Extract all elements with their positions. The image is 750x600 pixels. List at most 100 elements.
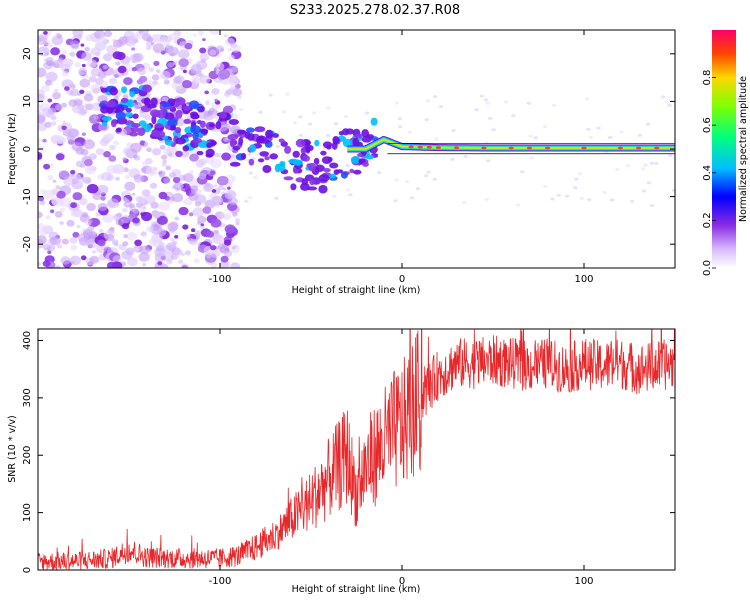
spectrogram-blob [142,263,147,267]
spectrogram-blob [183,173,194,182]
spectrogram-ridge-blob [259,151,270,157]
spectrogram-blob [69,255,82,266]
spectrogram-ridge-blob [262,165,272,173]
spectrogram-blob [75,160,84,168]
spectrogram-blob [202,38,206,42]
spectrogram-blob [208,107,215,113]
spectrogram-blob [44,121,52,128]
spectrogram-blob [55,103,64,111]
spectrogram-ridge-blob [175,97,186,106]
spectrogram-blob [223,80,228,84]
spectrogram-blob [38,227,49,236]
spectrogram-ridge-blob [342,138,353,148]
spectrogram-ridge-blob [151,111,161,118]
spectrogram-blob [168,152,173,157]
spectrogram-blob [55,185,61,190]
spectrogram-ridge-blob [327,156,333,163]
spectrogram-blob [187,238,195,244]
spectrogram-blob [643,163,648,167]
spectrogram-ridge-blob [100,105,109,114]
spectrogram-blob [484,198,489,201]
spectrogram-blob [231,246,237,250]
spectrogram-blob [311,111,317,115]
spectrogram-ridge-blob [142,84,152,93]
spectrogram-ridge-blob [229,138,236,148]
spectrogram-ridge-blob [370,117,378,126]
spectrogram-ridge-blob [313,157,320,165]
spectrogram-blob [216,152,223,158]
spectrogram-blob [158,242,166,248]
x-tick-label: 100 [574,274,593,285]
spectrogram-blob [69,236,78,244]
spectrogram-ridge-blob [237,129,246,135]
spectrogram-blob [124,174,130,179]
spectrogram-blob [434,137,439,141]
spectrogram-blob [126,35,138,44]
spectrogram-blob [90,83,102,94]
spectrogram-ridge-blob [254,127,266,133]
spectrogram-blob [72,192,83,201]
spectrogram-blob [113,140,119,146]
spectrogram-blob [125,247,135,256]
spectrogram-blob [228,197,238,205]
spectrogram-blob [125,43,130,47]
tone-hotspot [508,146,514,150]
spectrogram-blob [86,183,99,194]
spectrogram-blob [393,199,398,203]
spectrogram-blob [596,126,601,130]
spectrogram-blob [102,213,114,223]
snr-panel: -100 0 100 0 100 200 300 400 Height of straigh… [7,328,676,595]
spectrogram-blob [86,203,96,211]
spectrogram-blob [227,190,237,199]
spectrogram-ridge-blob [143,97,151,107]
spectrogram-blob [193,258,200,264]
spectrogram-blob [50,163,55,167]
spectrogram-blob [212,234,225,244]
spectrogram-blob [47,107,57,115]
spectrogram-blob [239,107,244,111]
spectrogram-blob [637,133,642,137]
spectrogram-blob [227,186,231,190]
spectrogram-blob [50,47,60,56]
spectrogram-blob [134,239,143,247]
spectrogram-blob [123,234,128,239]
spectrogram-blob [138,30,149,36]
spectrogram-blob [234,218,241,223]
spectrogram-blob [71,178,79,185]
spectrogram-blob [112,70,121,78]
spectrogram-blob [59,221,64,226]
spectrogram-blob [511,114,516,118]
spectrogram-blob [175,150,183,158]
spectrogram-blob [172,176,181,184]
spectrogram-blob [148,67,155,72]
spectrogram-blob [660,95,666,99]
spectrogram-blob [85,165,96,175]
spectrogram-ridge-blob [345,128,354,135]
spectrogram-blob [424,118,430,122]
spectrogram-blob [53,59,64,69]
spectrogram-blob [168,172,176,179]
spectrogram-blob [78,71,83,75]
spectrogram-blob [220,212,226,218]
spectrogram-blob [153,212,161,219]
spectrogram-blob [38,104,44,112]
spectrogram-ridge-blob [196,150,204,156]
snr-frame [37,328,676,571]
spectrogram-blob [39,200,46,206]
spectrogram-blob [185,250,191,256]
spectrogram-ridge-blob [110,119,117,128]
tone-hotspot [636,146,642,150]
spectrogram-blob [76,224,81,229]
spectrogram-blob [161,162,167,167]
spectrogram-blob [483,98,489,102]
x-tick-label: -100 [209,274,232,285]
spectrogram-ridge-blob [245,127,255,133]
spectrogram-blob [503,100,509,104]
spectrogram-blob [152,43,165,53]
spectrogram-blob [100,80,108,88]
spectrogram-blob [108,144,116,151]
spectrogram-blob [40,85,50,93]
spectrogram-blob [113,39,123,48]
tone-hotspot [617,146,624,150]
spectrogram-blob [533,136,538,140]
